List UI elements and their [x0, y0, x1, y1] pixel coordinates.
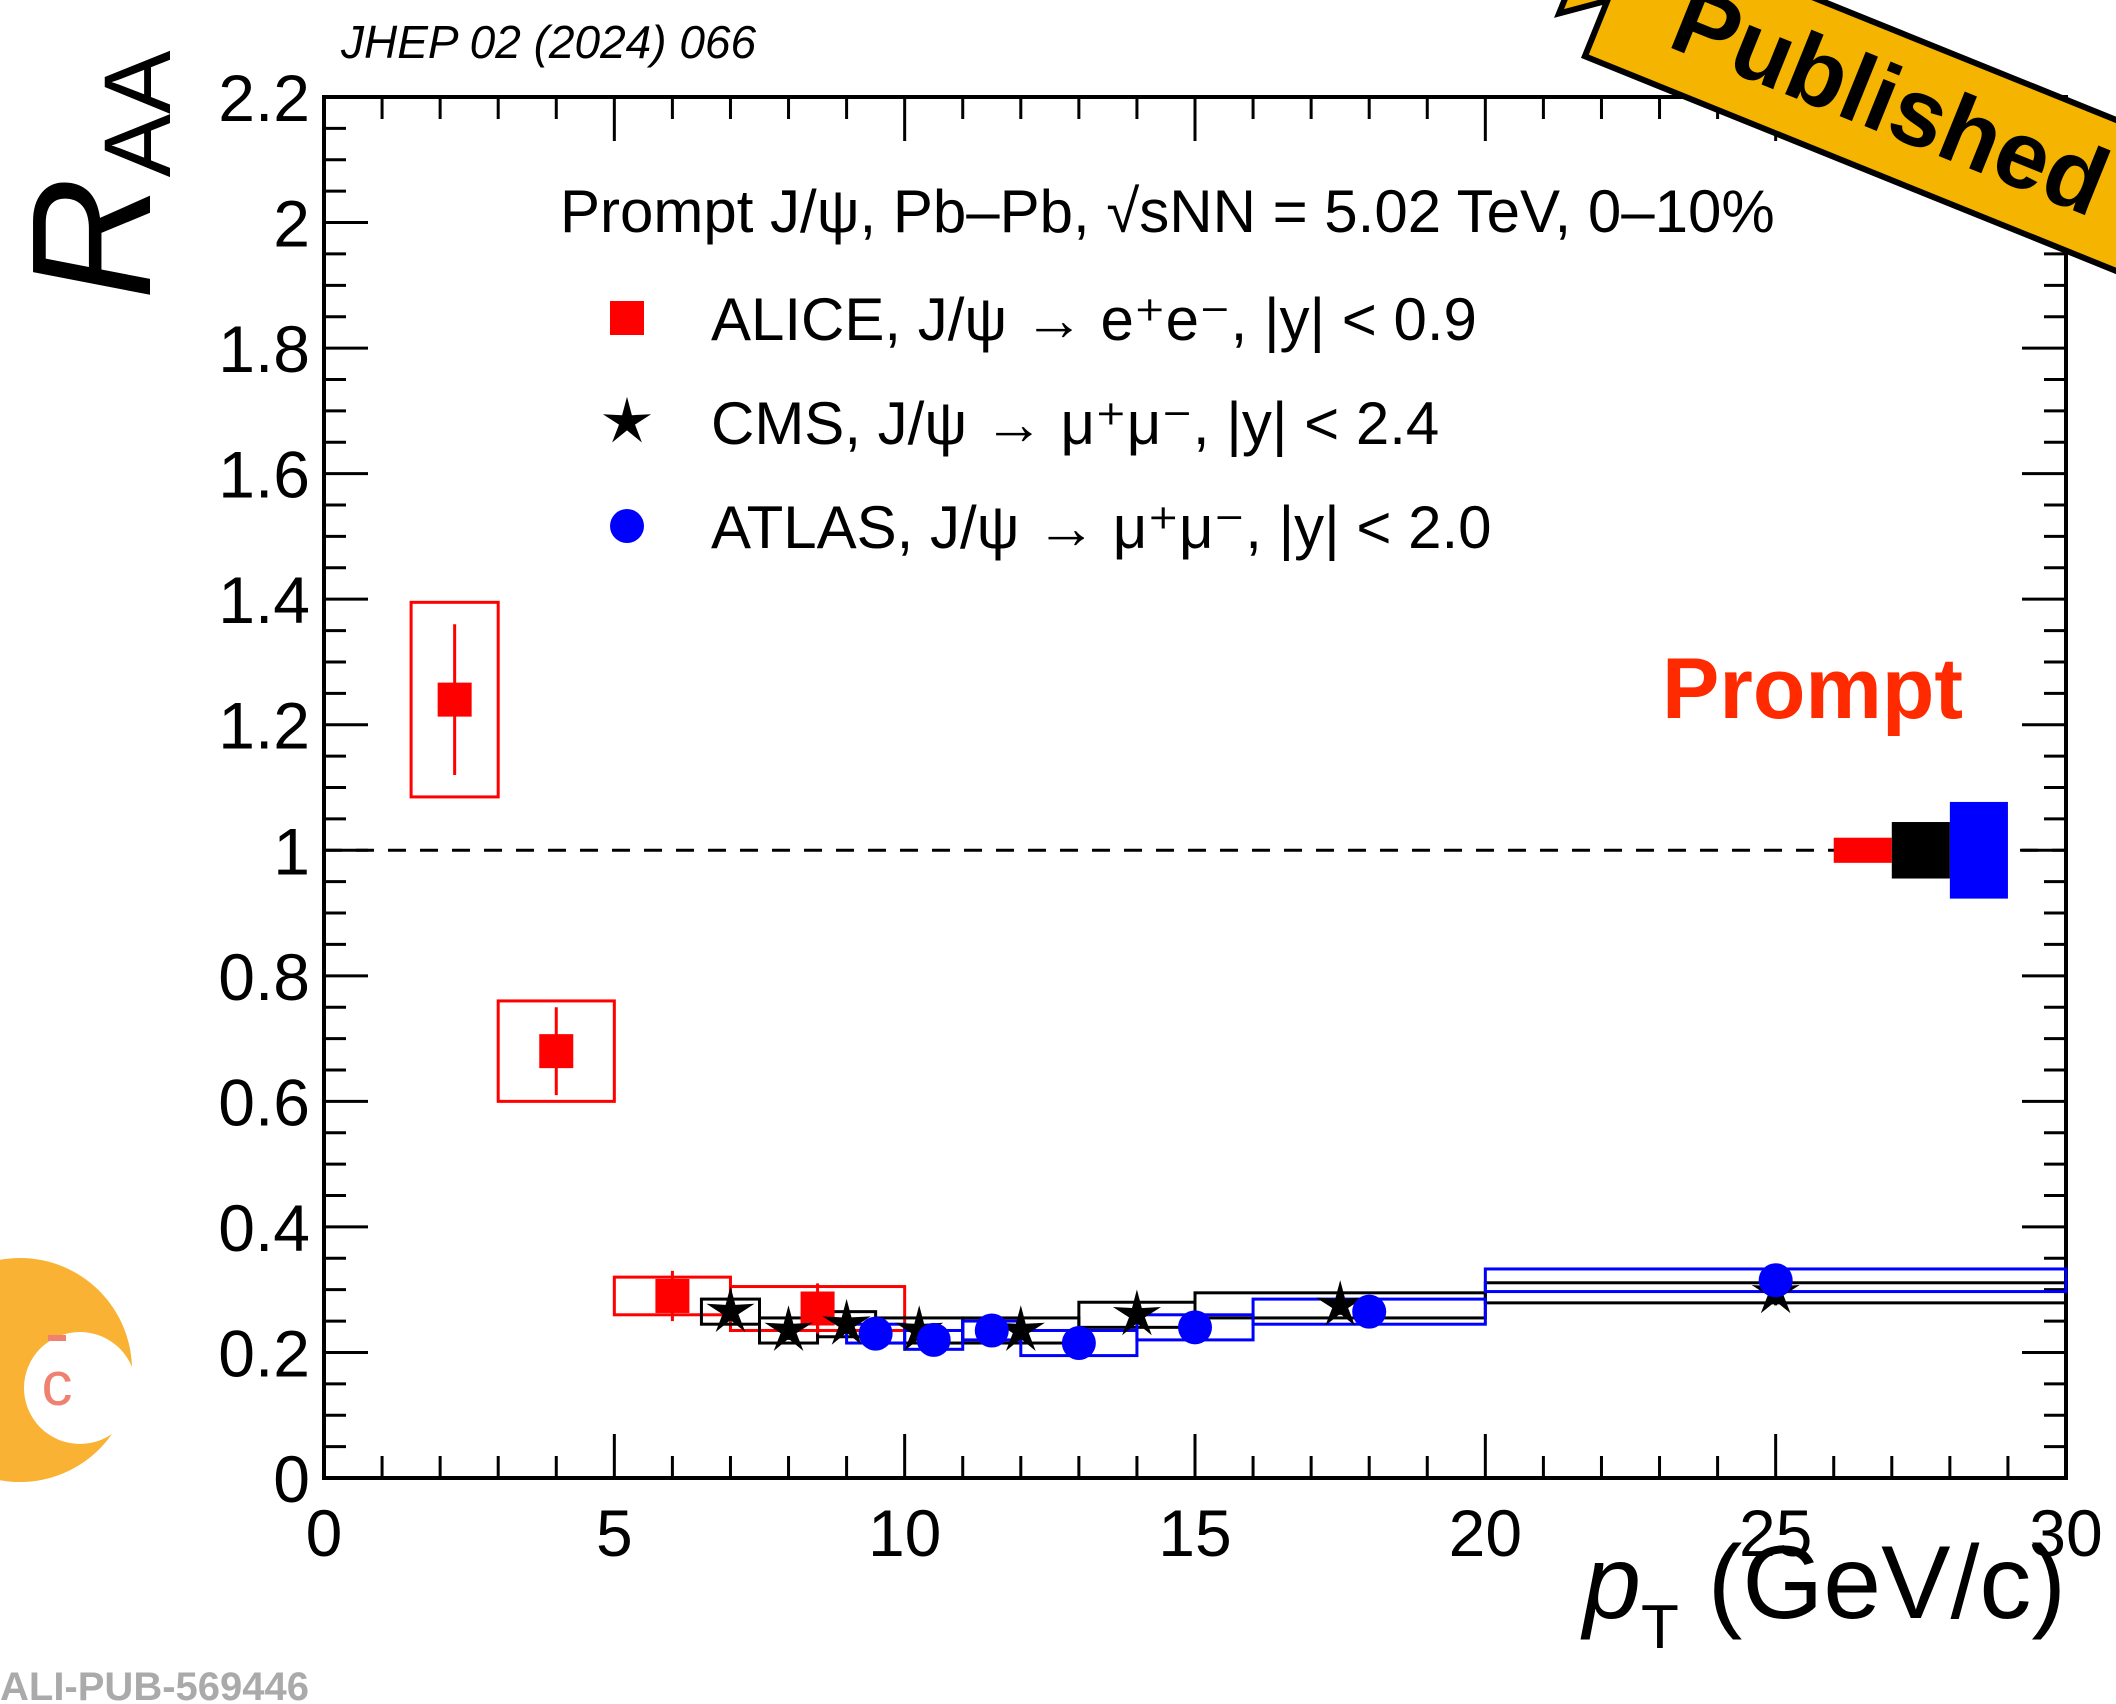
y-label-sub: AA	[85, 50, 191, 177]
stamp-ribbon	[1580, 0, 2116, 285]
x-label: p	[1580, 1525, 1641, 1641]
logo-inner	[24, 1332, 136, 1444]
marker-circle	[1758, 1263, 1793, 1298]
global-uncertainty	[1949, 801, 2008, 899]
annotation: Prompt	[1662, 641, 1963, 737]
marker-circle	[1061, 1326, 1096, 1361]
logo: c	[0, 1258, 136, 1482]
x-label-unit: (GeV/c)	[1679, 1525, 2066, 1641]
marker-square	[539, 1034, 574, 1069]
marker-star	[996, 1305, 1045, 1351]
x-tick-label: 25	[1739, 1496, 1812, 1570]
x-tick-label: 15	[1158, 1496, 1231, 1570]
legend-label: CMS, J/ψ → μ⁺μ⁻, |y| < 2.4	[711, 390, 1439, 457]
marker-star	[822, 1298, 871, 1345]
y-tick-label: 0.8	[218, 940, 310, 1014]
legend-label: ATLAS, J/ψ → μ⁺μ⁻, |y| < 2.0	[711, 494, 1492, 561]
y-label: R	[0, 177, 187, 300]
marker-square	[437, 682, 472, 717]
x-tick-label: 10	[868, 1496, 941, 1570]
watermark: ALI-PUB-569446	[0, 1665, 309, 1704]
marker-circle	[916, 1322, 951, 1357]
marker-circle	[1178, 1310, 1212, 1345]
legend-title: Prompt J/ψ, Pb–Pb, √sNN = 5.02 TeV, 0–10…	[560, 178, 1775, 245]
marker-square	[655, 1278, 690, 1313]
sys-box	[496, 999, 616, 1103]
marker-square	[610, 301, 644, 335]
marker-star	[1112, 1289, 1161, 1336]
marker-star	[1316, 1280, 1365, 1326]
publication: JHEP 02 (2024) 066	[340, 16, 757, 68]
marker-circle	[974, 1313, 1009, 1348]
marker-star	[895, 1305, 944, 1351]
legend-label: ALICE, J/ψ → e⁺e⁻, |y| < 0.9	[711, 286, 1477, 353]
logo-text: c	[42, 1350, 73, 1419]
marker-circle	[610, 509, 644, 543]
y-tick-label: 1.6	[218, 438, 310, 512]
global-uncertainty	[1891, 822, 1950, 879]
marker-star	[764, 1305, 813, 1351]
x-axis-label: pT (GeV/c)	[1580, 1525, 2066, 1662]
y-tick-label: 2.2	[218, 61, 310, 135]
x-label-sub: T	[1641, 1593, 1679, 1662]
marker-star	[602, 396, 652, 443]
x-tick-label: 20	[1449, 1496, 1522, 1570]
sys-box	[409, 600, 500, 799]
x-tick-label: 0	[306, 1496, 343, 1570]
x-tick-label: 5	[596, 1496, 633, 1570]
marker-circle	[1352, 1294, 1387, 1329]
x-tick-label: 30	[2029, 1496, 2102, 1570]
y-tick-label: 2	[273, 187, 310, 261]
marker-star	[706, 1286, 755, 1333]
y-tick-label: 0.4	[218, 1191, 310, 1265]
y-tick-label: 1.2	[218, 689, 310, 763]
y-tick-label: 1.4	[218, 563, 310, 637]
y-tick-label: 0	[273, 1442, 310, 1516]
y-tick-label: 0.6	[218, 1065, 310, 1139]
y-tick-label: 1	[273, 814, 310, 888]
y-tick-label: 0.2	[218, 1316, 310, 1390]
y-tick-label: 1.8	[218, 312, 310, 386]
global-uncertainty	[1833, 837, 1892, 863]
marker-circle	[858, 1316, 893, 1351]
y-axis-label: RAA	[0, 50, 191, 300]
